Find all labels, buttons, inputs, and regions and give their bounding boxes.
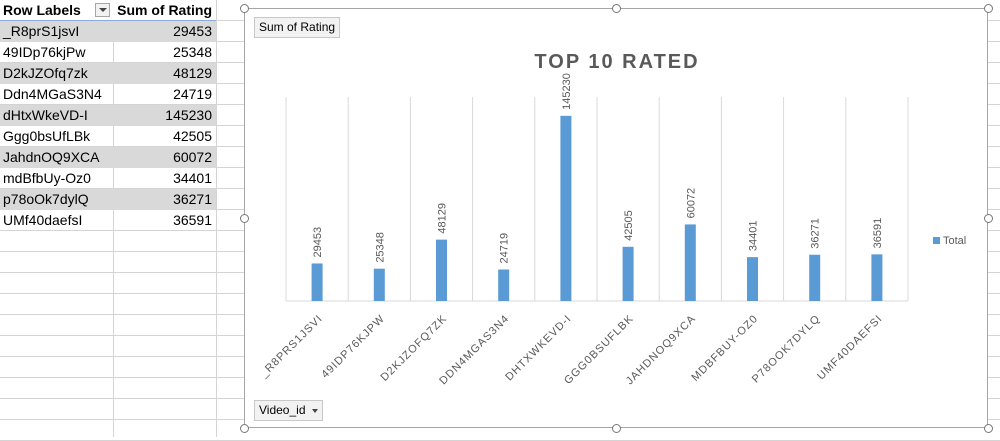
sum-of-rating-header[interactable]: Sum of Rating (117, 2, 212, 18)
pivot-row[interactable]: dHtxWkeVD-I 145230 (0, 105, 216, 126)
pivot-chart[interactable]: Sum of Rating TOP 10 RATED 29453 _R8PRS1J… (244, 8, 988, 428)
pivot-row-label: mdBfbUy-Oz0 (3, 170, 91, 186)
gridline-vertical (216, 0, 217, 437)
resize-handle[interactable] (239, 3, 249, 13)
pivot-row-value: 36591 (173, 212, 212, 228)
pivot-row[interactable]: _R8prS1jsvI 29453 (0, 21, 216, 42)
pivot-row-value: 48129 (173, 65, 212, 81)
chevron-down-icon (99, 8, 107, 12)
video-id-field-label: Video_id (259, 403, 306, 417)
resize-handle[interactable] (983, 423, 993, 433)
chart-bar[interactable] (436, 239, 447, 301)
data-label: 24719 (499, 233, 511, 264)
data-label: 60072 (685, 188, 697, 219)
data-label: 36591 (872, 218, 884, 249)
resize-handle[interactable] (983, 3, 993, 13)
chart-bar[interactable] (747, 257, 758, 301)
pivot-row-value: 34401 (173, 170, 212, 186)
resize-handle[interactable] (611, 423, 621, 433)
data-label: 25348 (374, 232, 386, 263)
pivot-row-label: D2kJZOfq7zk (3, 65, 88, 81)
chart-bar[interactable] (809, 254, 821, 301)
pivot-row-value: 60072 (173, 149, 212, 165)
pivot-row[interactable]: D2kJZOfq7zk 48129 (0, 63, 216, 84)
data-label: 29453 (312, 227, 324, 258)
x-tick-label: DHTXWKEVD-I (503, 313, 574, 384)
row-labels-header[interactable]: Row Labels (3, 2, 81, 18)
x-tick-label: UMF40DAEFSI (815, 313, 885, 383)
data-label: 34401 (748, 221, 760, 252)
pivot-row[interactable]: Ddn4MGaS3N4 24719 (0, 84, 216, 105)
resize-handle[interactable] (239, 423, 249, 433)
legend-label: Total (943, 235, 966, 247)
x-tick-label: D2KJZOFQ7ZK (378, 313, 449, 384)
pivot-row-value: 24719 (173, 86, 212, 102)
pivot-row-label: Ggg0bsUfLBk (3, 128, 91, 144)
sum-of-rating-field-button[interactable]: Sum of Rating (254, 17, 341, 38)
pivot-row-label: dHtxWkeVD-I (3, 107, 88, 123)
pivot-row-label: UMf40daefsI (3, 212, 83, 228)
pivot-row[interactable]: mdBfbUy-Oz0 34401 (0, 168, 216, 189)
data-label: 145230 (561, 73, 573, 110)
chart-bar[interactable] (498, 269, 510, 301)
x-tick-label: DDN4MGAS3N4 (437, 313, 512, 388)
pivot-row[interactable]: JahdnOQ9XCA 60072 (0, 147, 216, 168)
x-tick-label: JAHDNOQ9XCA (624, 313, 699, 388)
legend-swatch (933, 237, 940, 244)
pivot-row[interactable]: p78oOk7dylQ 36271 (0, 189, 216, 210)
pivot-row-value: 36271 (173, 191, 212, 207)
resize-handle[interactable] (611, 3, 621, 13)
pivot-row[interactable]: 49IDp76kjPw 25348 (0, 42, 216, 63)
data-label: 42505 (623, 210, 635, 241)
pivot-header-row: Row Labels Sum of Rating (0, 0, 216, 22)
pivot-row-value: 145230 (165, 107, 212, 123)
chart-bar[interactable] (684, 224, 696, 301)
resize-handle[interactable] (983, 213, 993, 223)
x-tick-label: P78OOK7DYLQ (750, 313, 823, 386)
pivot-row[interactable]: UMf40daefsI 36591 (0, 210, 216, 231)
pivot-row-value: 25348 (173, 44, 212, 60)
pivot-row-label: p78oOk7dylQ (3, 191, 89, 207)
data-label: 48129 (437, 203, 449, 234)
chart-title: TOP 10 RATED (534, 51, 700, 73)
x-tick-label: GGG0BSUFLBK (562, 313, 636, 387)
pivot-row-value: 29453 (173, 23, 212, 39)
chart-bar[interactable] (560, 115, 572, 301)
data-label: 36271 (810, 218, 822, 249)
pivot-row-label: JahdnOQ9XCA (3, 149, 100, 165)
chart-plot-area: 29453 _R8PRS1JSVI 25348 49IDP76KJPW 48129 D2K… (257, 73, 966, 388)
pivot-row-label: Ddn4MGaS3N4 (3, 86, 102, 102)
x-tick-label: MDBFBUY-OZ0 (689, 313, 760, 384)
gridline-vertical (113, 0, 114, 437)
pivot-row-value: 42505 (173, 128, 212, 144)
resize-handle[interactable] (239, 213, 249, 223)
pivot-row[interactable]: Ggg0bsUfLBk 42505 (0, 126, 216, 147)
chart-bar[interactable] (311, 263, 323, 301)
row-labels-filter-button[interactable] (95, 3, 110, 17)
chevron-down-icon (311, 408, 318, 413)
pivot-row-label: 49IDp76kjPw (3, 44, 86, 60)
x-tick-label: _R8PRS1JSVI (257, 313, 325, 381)
chart-bar[interactable] (373, 268, 385, 301)
x-tick-label: 49IDP76KJPW (319, 313, 387, 381)
chart-bar[interactable] (622, 246, 634, 301)
video-id-field-button[interactable]: Video_id (254, 400, 323, 421)
pivot-row-label: _R8prS1jsvI (3, 23, 80, 39)
sum-of-rating-field-label: Sum of Rating (259, 20, 336, 34)
chart-bar[interactable] (871, 254, 883, 301)
